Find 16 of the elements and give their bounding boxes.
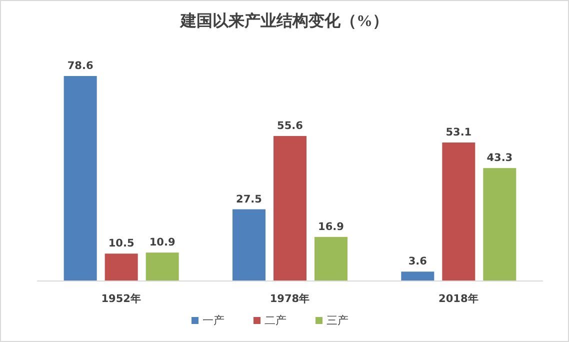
data-label: 43.3 xyxy=(486,152,513,164)
data-label: 16.9 xyxy=(318,220,344,233)
chart-title: 建国以来产业结构变化（%） xyxy=(178,12,388,30)
x-tick-label: 1978年 xyxy=(270,292,310,305)
data-label: 55.6 xyxy=(277,120,303,132)
data-label: 53.1 xyxy=(446,126,472,139)
data-label: 10.5 xyxy=(108,238,134,250)
data-label: 27.5 xyxy=(236,193,262,206)
data-label: 10.9 xyxy=(149,236,176,249)
x-tick-label: 2018年 xyxy=(438,292,479,305)
legend-label: 三产 xyxy=(326,314,348,327)
legend-label: 一产 xyxy=(202,314,224,327)
data-label: 78.6 xyxy=(67,60,94,72)
legend-label: 二产 xyxy=(264,314,286,327)
x-tick-label: 1952年 xyxy=(101,292,142,305)
data-label: 3.6 xyxy=(408,256,427,268)
